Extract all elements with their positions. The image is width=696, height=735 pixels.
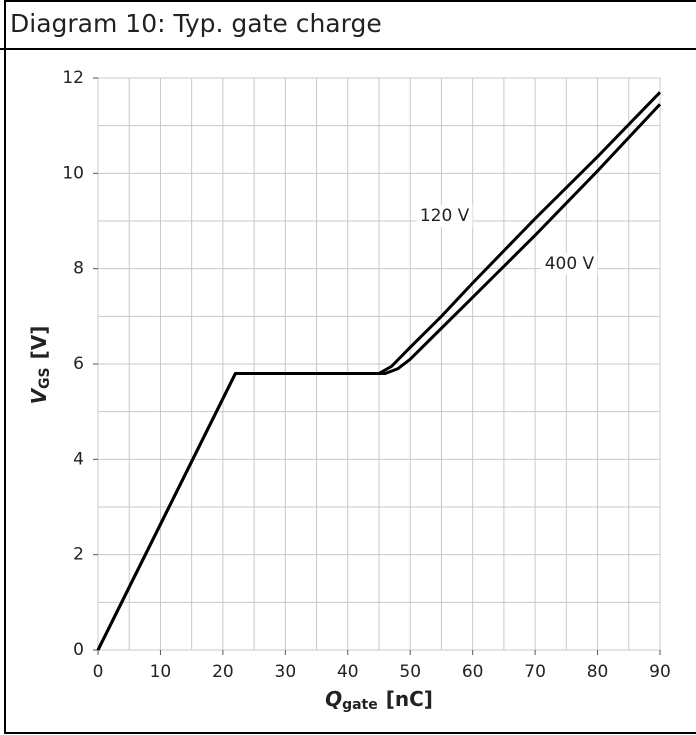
y-tick-label: 10	[62, 163, 84, 183]
x-tick-label: 0	[93, 662, 104, 682]
x-axis-label-unit: [nC]	[386, 687, 433, 711]
x-tick-label: 60	[462, 662, 484, 682]
y-axis-label-main: V	[27, 387, 51, 404]
series-label-bg	[416, 205, 473, 228]
chart-title: Diagram 10: Typ. gate charge	[10, 9, 382, 38]
x-tick-label: 20	[212, 662, 234, 682]
x-axis-label-sub: gate	[342, 697, 378, 713]
series-label: 120 V	[420, 206, 470, 226]
y-axis-label-sub: GS	[37, 367, 53, 389]
x-tick-label: 50	[399, 662, 421, 682]
x-axis-label: Qgate [nC]	[325, 687, 433, 714]
y-axis-label: VGS [V]	[27, 326, 54, 405]
frame	[4, 0, 696, 734]
x-tick-label: 40	[337, 662, 359, 682]
y-tick-label: 6	[73, 354, 84, 374]
y-tick-label: 8	[73, 259, 84, 279]
series-label-bg	[541, 252, 598, 275]
series-line	[96, 103, 662, 651]
x-tick-label: 70	[524, 662, 546, 682]
series-label: 400 V	[545, 254, 595, 274]
y-tick-label: 12	[62, 68, 84, 88]
x-tick-label: 30	[275, 662, 297, 682]
x-tick-label: 90	[649, 662, 671, 682]
y-axis-label-unit: [V]	[27, 326, 51, 360]
x-axis-label-main: Q	[325, 687, 342, 711]
y-tick-label: 2	[73, 545, 84, 565]
y-tick-label: 0	[73, 640, 84, 660]
x-tick-label: 10	[150, 662, 172, 682]
y-tick-label: 4	[73, 449, 84, 469]
x-tick-label: 80	[587, 662, 609, 682]
